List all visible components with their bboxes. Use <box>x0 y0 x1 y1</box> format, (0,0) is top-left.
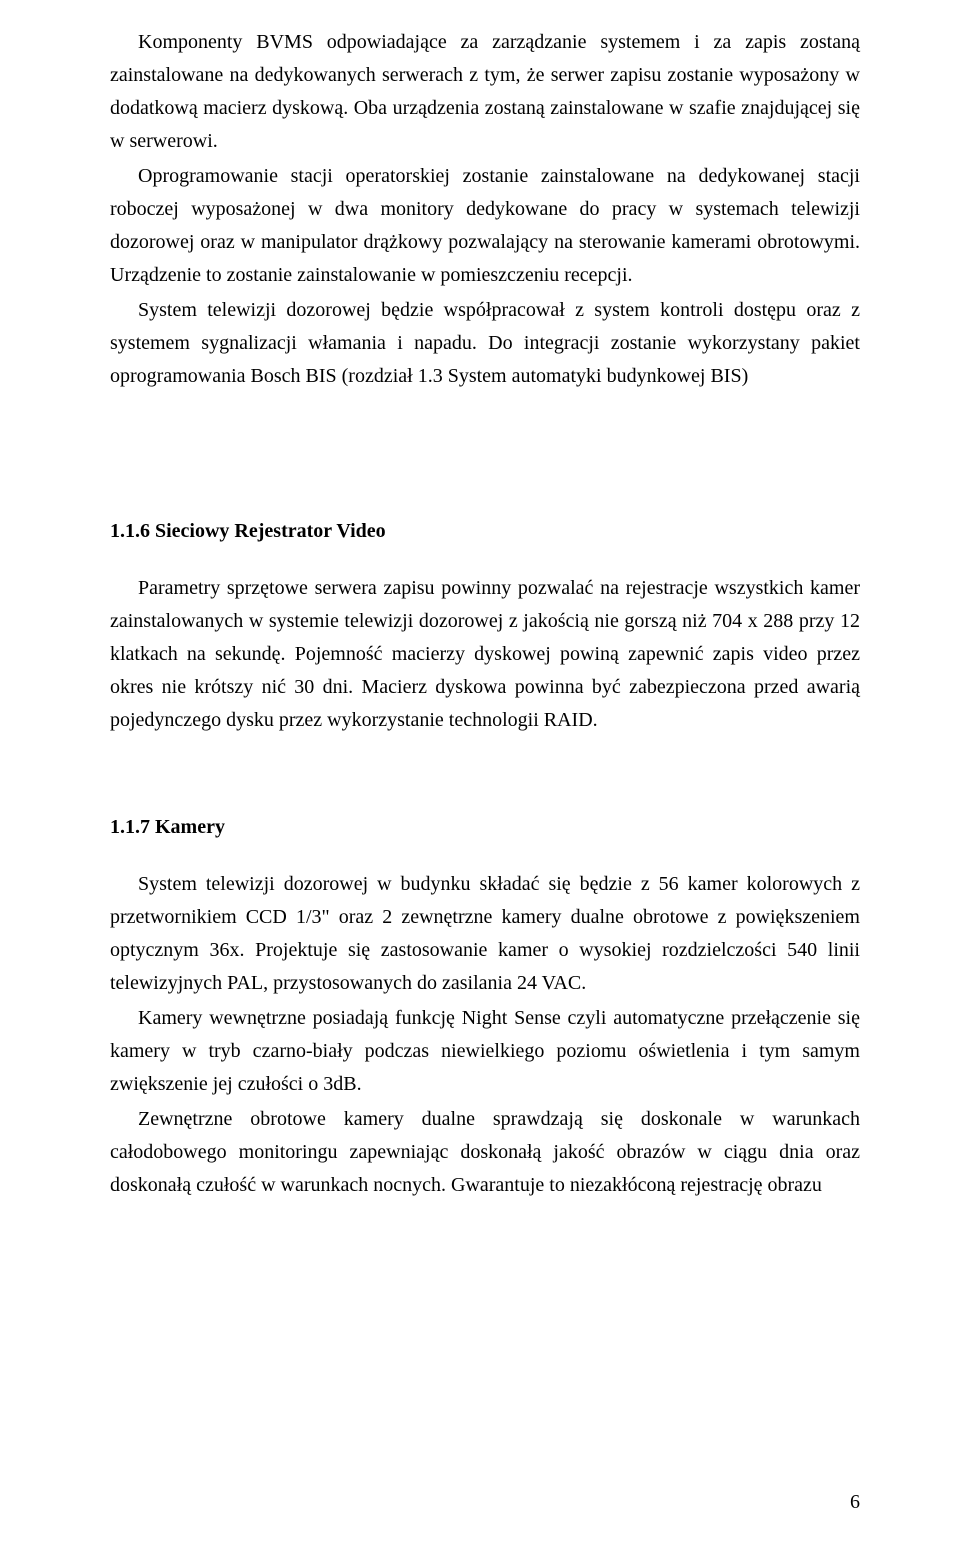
body-paragraph: System telewizji dozorowej będzie współp… <box>110 294 860 393</box>
body-paragraph: Parametry sprzętowe serwera zapisu powin… <box>110 572 860 737</box>
page-number: 6 <box>850 1486 860 1519</box>
spacer <box>110 548 860 572</box>
spacer <box>110 739 860 811</box>
body-paragraph: Komponenty BVMS odpowiadające za zarządz… <box>110 26 860 158</box>
body-paragraph: Kamery wewnętrzne posiadają funkcję Nigh… <box>110 1002 860 1101</box>
body-paragraph: System telewizji dozorowej w budynku skł… <box>110 868 860 1000</box>
section-heading: 1.1.7 Kamery <box>110 811 860 844</box>
section-heading: 1.1.6 Sieciowy Rejestrator Video <box>110 515 860 548</box>
body-paragraph: Zewnętrzne obrotowe kamery dualne sprawd… <box>110 1103 860 1202</box>
body-paragraph: Oprogramowanie stacji operatorskiej zost… <box>110 160 860 292</box>
spacer <box>110 844 860 868</box>
spacer <box>110 395 860 515</box>
document-page: Komponenty BVMS odpowiadające za zarządz… <box>0 0 960 1543</box>
